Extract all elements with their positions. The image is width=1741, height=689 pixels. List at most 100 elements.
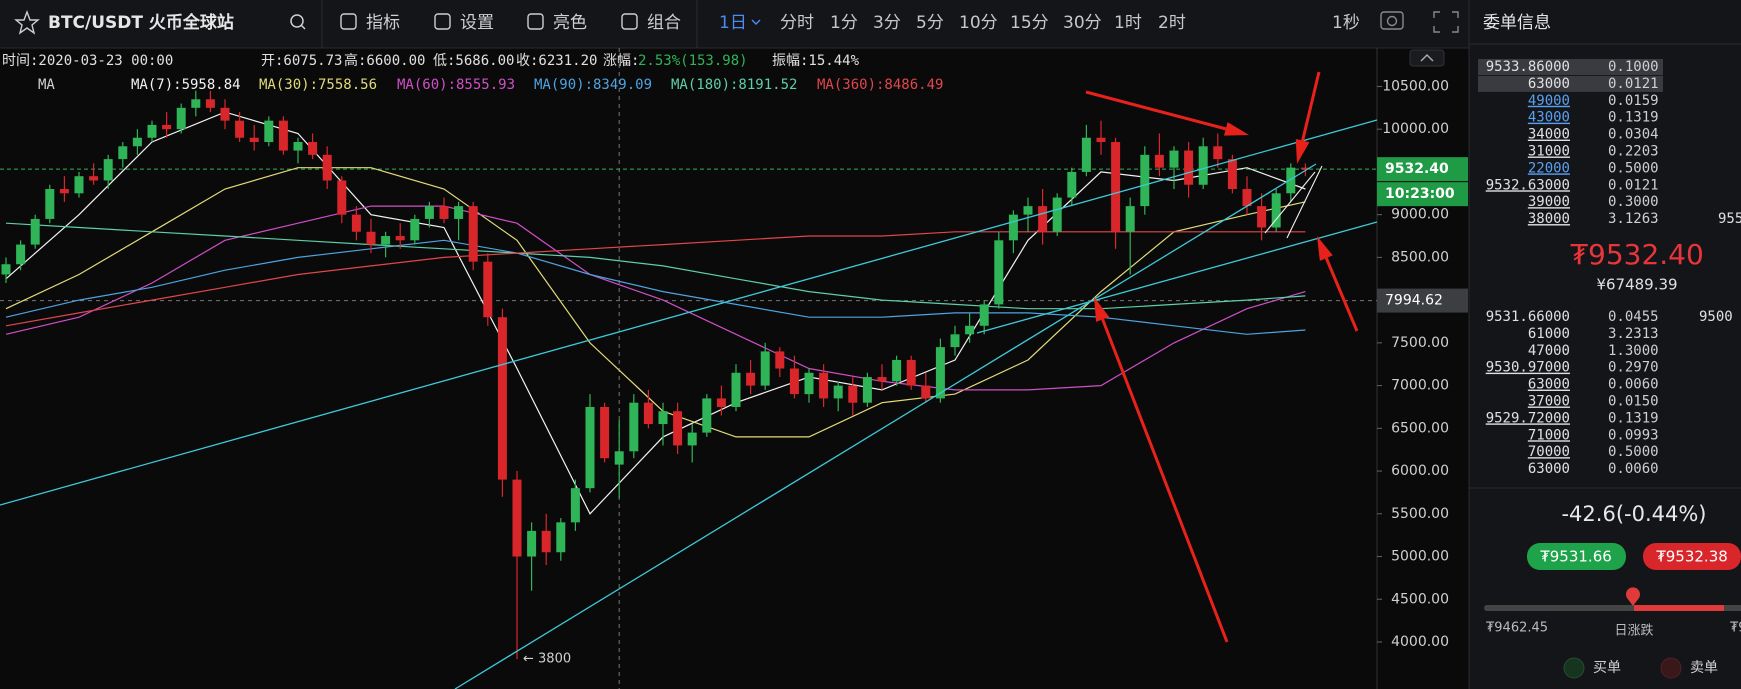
candle-body [59,189,69,194]
candle-body [1140,154,1150,207]
sell-button[interactable] [1643,543,1741,570]
candle-body [789,368,799,395]
sell-legend-dot [1660,657,1682,679]
ask-amount: 0.1319 [1608,110,1659,126]
menu-item[interactable]: 设置 [460,13,494,33]
collapse-icon [1420,53,1434,62]
ask-amount: 0.1000 [1608,59,1659,75]
candle-body [410,218,420,241]
bid-price[interactable]: 71000 [1528,427,1570,443]
candle-body [176,107,186,130]
wedge-line [1264,171,1316,234]
candle-body [308,142,318,155]
candle-body [950,334,960,348]
interval[interactable]: 分时 [780,13,814,33]
collapse-button[interactable] [1409,49,1445,67]
ask-price[interactable]: 9533.86000 [1486,59,1570,75]
interval[interactable]: 2时 [1158,13,1186,33]
candle-body [249,137,259,143]
bid-price[interactable]: 47000 [1528,343,1570,359]
favorite-icon[interactable] [14,10,40,35]
ask-price[interactable]: 31000 [1528,144,1570,160]
menu-item[interactable]: 组合 [647,13,681,33]
bid-price[interactable]: 63000 [1528,461,1570,477]
interval[interactable]: 1分 [830,13,858,33]
y-tick-label: 6500.00 [1391,420,1449,436]
interval[interactable]: 1时 [1114,13,1142,33]
ask-highlight [1478,75,1663,92]
candle-body [1111,142,1121,232]
bid-amount: 0.5000 [1608,444,1659,460]
candle-body [862,377,872,403]
candle-body [1081,137,1091,172]
ohlc-info: 涨幅: [603,53,639,69]
fullscreen-icon[interactable] [1433,11,1459,33]
bid-price[interactable]: 61000 [1528,326,1570,342]
candle-body [804,372,814,395]
search-icon[interactable] [290,14,304,28]
interval[interactable]: 3分 [873,13,901,33]
symbol[interactable]: BTC/USDT 火币全球站 [48,12,234,33]
bid-price[interactable]: 9531.66000 [1486,309,1570,325]
sell-button-label: ₮9532.38 [1656,548,1728,566]
menu-icon [434,13,451,30]
y-tick-label: 5500.00 [1391,506,1449,522]
menu-icon [340,13,357,30]
ask-price[interactable]: 49000 [1528,93,1570,109]
interval[interactable]: 5分 [916,13,944,33]
screenshot-icon[interactable] [1380,11,1404,30]
menu-item[interactable]: 亮色 [553,13,587,33]
bid-price[interactable]: 70000 [1528,444,1570,460]
menu-item[interactable]: 指标 [366,13,400,33]
candle-body [1154,154,1164,168]
candle-body [45,189,55,219]
range-label: 日涨跌 [1614,623,1653,639]
crosshair-tag [1377,288,1468,313]
ask-price[interactable]: 34000 [1528,127,1570,143]
buy-button[interactable] [1527,543,1626,570]
legend-entry: MA(90):8349.09 [534,77,652,93]
ask-price[interactable]: 39000 [1528,194,1570,210]
candle-body [235,120,245,138]
interval[interactable]: 30分 [1063,13,1102,33]
candle-body [1023,206,1033,215]
legend-entry: MA(7):5958.84 [131,77,241,93]
candle-body [454,206,464,219]
buy-legend-dot [1563,657,1585,679]
candle-body [118,146,128,160]
ask-price[interactable]: 38000 [1528,211,1570,227]
ask-price[interactable]: 9532.63000 [1486,177,1570,193]
ohlc-info: 低:5686.00 [433,53,514,69]
bid-price[interactable]: 37000 [1528,394,1570,410]
realtime[interactable]: 1秒 [1332,13,1360,33]
ask-price[interactable]: 63000 [1528,76,1570,92]
ask-price[interactable]: 43000 [1528,110,1570,126]
candle-body [220,107,230,121]
interval[interactable]: 1日 [719,13,747,33]
trend-line [454,163,1317,689]
ask-price[interactable]: 22000 [1528,160,1570,176]
bid-side: 9500 [1699,309,1733,325]
candle-body [483,261,493,318]
candle-body [848,385,858,403]
menu-icon [621,13,638,30]
order-panel [1469,0,1741,689]
bid-amount: 1.3000 [1608,343,1659,359]
ask-amount: 0.2203 [1608,144,1659,160]
bid-price[interactable]: 9529.72000 [1486,410,1570,426]
price-change: -42.6(-0.44%) [1561,502,1706,526]
y-tick-label: 4000.00 [1391,634,1449,650]
ask-highlight [1478,59,1663,75]
candle-body [1213,146,1223,160]
interval[interactable]: 10分 [959,13,998,33]
legend-entry: MA(60):8555.93 [397,77,515,93]
candle-body [1169,150,1179,168]
interval[interactable]: 15分 [1010,13,1049,33]
bid-amount: 3.2313 [1608,326,1659,342]
ask-amount: 0.0159 [1608,93,1659,109]
bid-price[interactable]: 63000 [1528,377,1570,393]
candle-body [716,398,726,407]
candle-body [424,206,434,219]
bid-price[interactable]: 9530.97000 [1486,360,1570,376]
y-tick-label: 5000.00 [1391,549,1449,565]
